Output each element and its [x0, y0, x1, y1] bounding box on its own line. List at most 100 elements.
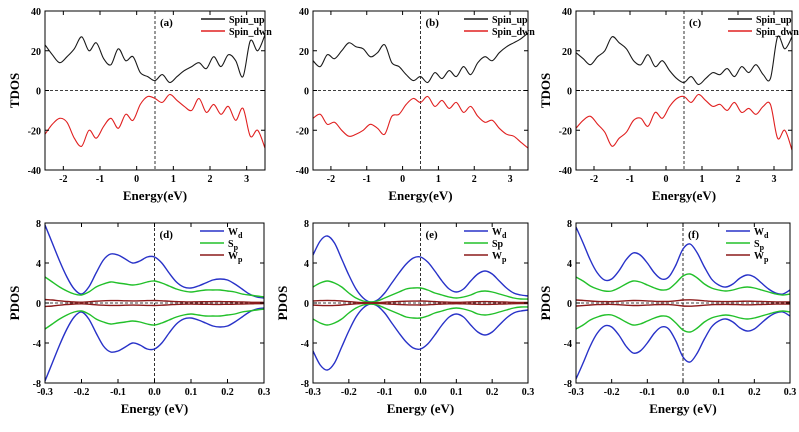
y-tick-label: -40	[28, 166, 41, 177]
y-tick-label: -8	[301, 379, 309, 390]
y-tick-label: -20	[28, 126, 41, 137]
x-tick-label: 0.1	[450, 387, 463, 398]
legend-label: Spin_dwn	[492, 27, 535, 38]
panel-label: (e)	[426, 229, 439, 241]
x-tick-label: -0.1	[110, 387, 126, 398]
legend-label-main: W	[754, 227, 764, 238]
y-tick-label: 8	[36, 219, 41, 230]
y-tick-label: -4	[564, 339, 572, 350]
legend-label: Spin_up	[229, 15, 265, 26]
series-line-wp	[45, 298, 264, 304]
y-tick-label: 4	[36, 259, 41, 270]
legend-label-main: W	[492, 251, 502, 262]
panel-e: -0.3 -0.2 -0.1 0.0 0.1 0.2 0.3 -8 -4 0 4 8 Energy (e…	[275, 219, 534, 416]
series-line-sp	[45, 276, 264, 298]
x-tick-label: 0	[664, 174, 669, 185]
y-tick-label: -40	[559, 166, 572, 177]
y-tick-label: 0	[567, 299, 572, 310]
y-axis-label: PDOS	[538, 286, 553, 321]
x-tick-label: 0.3	[258, 387, 271, 398]
y-tick-label: 0	[304, 87, 309, 98]
plot-area	[45, 34, 265, 149]
x-tick-label: 3	[244, 174, 249, 185]
panel-f: -0.3 -0.2 -0.1 0.0 0.1 0.2 0.3 -8 -4 0 4 8 Energy (e…	[538, 219, 796, 416]
series-line-wd-mirror	[576, 311, 790, 380]
legend-label-sub: p	[502, 255, 507, 264]
series-line-wd	[576, 226, 790, 295]
x-tick-label: -0.1	[639, 387, 655, 398]
x-tick-label: 0.0	[414, 387, 427, 398]
x-tick-label: 0.2	[748, 387, 761, 398]
panel-c: -2 -1 0 1 2 3 -40 -20 0 20 40 Energy(eV) TDOS (c) Spin…	[538, 7, 799, 203]
x-axis-label: Energy (eV)	[387, 401, 455, 416]
x-tick-label: 3	[508, 174, 513, 185]
legend-label: Spin_dwn	[756, 27, 799, 38]
legend-label-main: W	[492, 227, 502, 238]
y-tick-label: -20	[296, 126, 309, 137]
x-tick-label: 2	[208, 174, 213, 185]
y-tick-label: 20	[31, 47, 41, 58]
x-tick-label: -0.3	[568, 387, 584, 398]
x-tick-label: 2	[472, 174, 477, 185]
y-tick-label: 0	[304, 299, 309, 310]
x-tick-label: 0.0	[148, 387, 161, 398]
x-tick-label: 2	[736, 174, 741, 185]
legend-label: Spin_dwn	[229, 27, 272, 38]
legend-label: Wp	[754, 251, 769, 264]
y-tick-label: 20	[299, 47, 309, 58]
y-tick-label: -4	[301, 339, 309, 350]
panel-d: -0.3 -0.2 -0.1 0.0 0.1 0.2 0.3 -8 -4 0 4 8 Energy (e…	[7, 219, 270, 416]
series-line-sp-mirror	[576, 310, 790, 333]
legend-label: Spin_up	[756, 15, 792, 26]
y-tick-label: 40	[562, 7, 572, 18]
x-tick-label: -0.2	[604, 387, 620, 398]
x-tick-label: 0.1	[712, 387, 725, 398]
plot-area	[313, 235, 528, 371]
plot-area	[576, 35, 792, 151]
x-tick-label: -1	[96, 174, 104, 185]
y-tick-label: -8	[564, 379, 572, 390]
y-tick-label: 4	[304, 259, 309, 270]
series-line-spin-dwn	[313, 95, 528, 149]
series-line-sp-mirror	[313, 303, 528, 326]
y-tick-label: 20	[562, 47, 572, 58]
series-line-wd	[45, 224, 264, 299]
y-tick-label: -20	[559, 126, 572, 137]
x-tick-label: -0.3	[305, 387, 321, 398]
series-line-wd-mirror	[313, 303, 528, 371]
legend-label-sub: p	[234, 243, 239, 252]
y-axis-label: PDOS	[275, 286, 290, 321]
x-tick-label: 1	[436, 174, 441, 185]
x-tick-label: -0.3	[37, 387, 53, 398]
legend-label-sub: d	[502, 231, 507, 240]
plot-area	[576, 226, 790, 380]
x-tick-label: 1	[700, 174, 705, 185]
x-tick-label: -0.2	[74, 387, 90, 398]
panel-b: -2 -1 0 1 2 3 -40 -20 0 20 40 Energy(eV) (b) Spin_upS…	[296, 7, 536, 203]
legend-label-main: W	[228, 251, 238, 262]
legend-label-main: S	[754, 239, 760, 250]
series-line-spin-dwn	[45, 93, 265, 149]
x-axis-label: Energy (eV)	[649, 401, 717, 416]
legend-label: Wp	[492, 251, 507, 264]
series-line-wd-mirror	[45, 307, 264, 382]
series-line-sp-mirror	[45, 308, 264, 330]
y-tick-label: 0	[567, 87, 572, 98]
panel-a: -2 -1 0 1 2 3 -40 -20 0 20 40 Energy(eV) TDOS (a) Spin…	[7, 7, 272, 203]
legend-label-sub: d	[764, 231, 769, 240]
series-line-wd	[313, 235, 528, 303]
x-axis-label: Energy (eV)	[121, 401, 189, 416]
legend-label: Sp	[754, 239, 765, 252]
series-line-spin-up	[576, 35, 792, 86]
legend-label-main: W	[228, 227, 238, 238]
legend-label: Wp	[228, 251, 243, 264]
x-tick-label: -0.1	[377, 387, 393, 398]
x-tick-label: -1	[363, 174, 371, 185]
panel-label: (c)	[689, 17, 702, 29]
y-tick-label: -40	[296, 166, 309, 177]
